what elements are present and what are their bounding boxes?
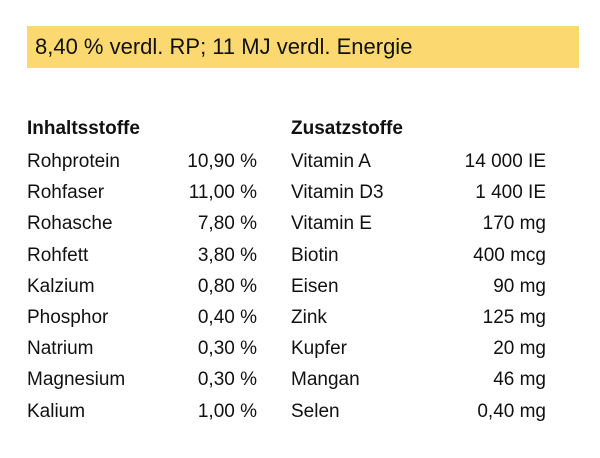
zusatzstoffe-table: Zusatzstoffe Vitamin A 14 000 IE Vitamin… <box>291 112 546 432</box>
additive-name: Vitamin A <box>291 151 371 172</box>
nutrient-name: Rohprotein <box>27 151 120 172</box>
inhaltsstoffe-row: Kalzium 0,80 % <box>27 271 257 302</box>
nutrient-value: 7,80 % <box>197 213 257 235</box>
additive-name: Selen <box>291 400 340 422</box>
zusatzstoffe-row: Vitamin D3 1 400 IE <box>291 177 546 208</box>
nutrient-name: Natrium <box>27 338 94 360</box>
inhaltsstoffe-row: Magnesium 0,30 % <box>27 364 257 395</box>
nutrient-name: Rohasche <box>27 213 113 235</box>
inhaltsstoffe-row: Natrium 0,30 % <box>27 333 257 364</box>
zusatzstoffe-row: Mangan 46 mg <box>291 364 546 395</box>
zusatzstoffe-heading: Zusatzstoffe <box>291 118 403 139</box>
additive-name: Mangan <box>291 369 360 391</box>
additive-value: 14 000 IE <box>464 151 546 172</box>
inhaltsstoffe-row: Phosphor 0,40 % <box>27 302 257 333</box>
inhaltsstoffe-row: Rohprotein 10,90 % <box>27 146 257 177</box>
nutrient-name: Phosphor <box>27 306 109 328</box>
additive-name: Kupfer <box>291 338 347 360</box>
inhaltsstoffe-row: Rohfaser 11,00 % <box>27 177 257 208</box>
additive-name: Eisen <box>291 275 339 297</box>
energy-banner: 8,40 % verdl. RP; 11 MJ verdl. Energie <box>27 26 579 68</box>
nutrient-value: 0,40 % <box>197 306 257 328</box>
additive-value: 170 mg <box>482 213 546 235</box>
zusatzstoffe-row: Selen 0,40 mg <box>291 396 546 427</box>
inhaltsstoffe-row: Rohfett 3,80 % <box>27 240 257 271</box>
zusatzstoffe-row: Kupfer 20 mg <box>291 333 546 364</box>
zusatzstoffe-row: Zink 125 mg <box>291 302 546 333</box>
nutrient-value: 0,30 % <box>197 369 257 391</box>
inhaltsstoffe-table: Inhaltsstoffe Rohprotein 10,90 % Rohfase… <box>27 112 257 432</box>
inhaltsstoffe-row: Kalium 1,00 % <box>27 396 257 427</box>
nutrient-value: 1,00 % <box>197 400 257 422</box>
inhaltsstoffe-row: Rohasche 7,80 % <box>27 208 257 239</box>
nutrient-name: Kalium <box>27 400 86 422</box>
additive-value: 20 mg <box>493 338 546 360</box>
zusatzstoffe-row: Vitamin E 170 mg <box>291 208 546 239</box>
nutrient-value: 10,90 % <box>187 151 257 172</box>
additive-value: 46 mg <box>493 369 546 391</box>
zusatzstoffe-row: Eisen 90 mg <box>291 271 546 302</box>
zusatzstoffe-row: Vitamin A 14 000 IE <box>291 146 546 177</box>
nutrient-name: Magnesium <box>27 369 126 391</box>
nutrient-name: Rohfett <box>27 244 89 266</box>
nutrient-value: 11,00 % <box>188 182 257 204</box>
additive-value: 0,40 mg <box>477 400 546 422</box>
nutrient-name: Rohfaser <box>27 182 105 204</box>
additive-name: Vitamin D3 <box>291 182 384 204</box>
additive-name: Zink <box>291 306 327 328</box>
additive-value: 125 mg <box>482 306 546 328</box>
nutrient-name: Kalzium <box>27 275 95 297</box>
nutrient-value: 3,80 % <box>197 244 257 266</box>
nutrient-value: 0,80 % <box>197 275 257 297</box>
additive-name: Biotin <box>291 244 339 266</box>
nutrient-value: 0,30 % <box>197 338 257 360</box>
additive-value: 90 mg <box>493 275 546 297</box>
inhaltsstoffe-heading: Inhaltsstoffe <box>27 118 140 139</box>
zusatzstoffe-row: Biotin 400 mcg <box>291 240 546 271</box>
additive-name: Vitamin E <box>291 213 372 235</box>
additive-value: 400 mcg <box>473 244 546 266</box>
additive-value: 1 400 IE <box>475 182 546 204</box>
